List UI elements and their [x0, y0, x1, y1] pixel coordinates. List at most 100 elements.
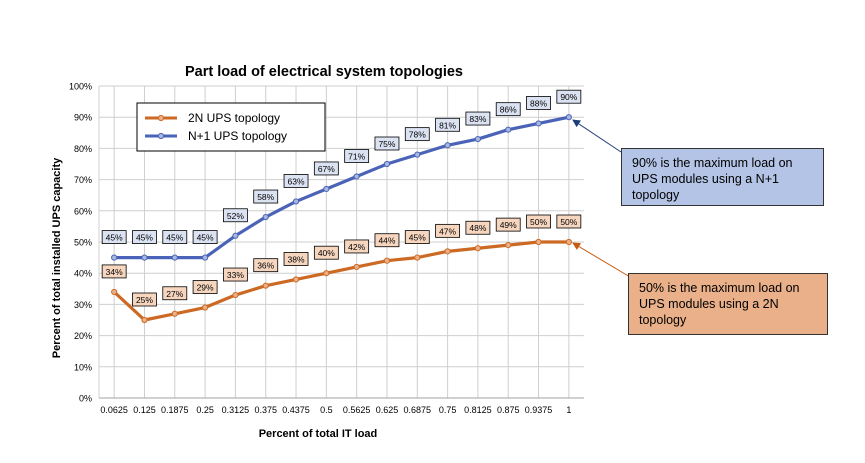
callout-arrow-n1: [572, 119, 622, 153]
data-point-2n: [171, 310, 178, 317]
callout-arrow-2n: [572, 242, 631, 278]
data-point-n1: [414, 151, 421, 158]
legend: 2N UPS topology N+1 UPS topology: [136, 102, 326, 152]
data-label-2n: 49%: [500, 220, 517, 230]
x-tick-label: 0.625: [376, 405, 399, 415]
y-tick-label: 30%: [74, 300, 92, 310]
data-label-box-2n: [374, 233, 400, 248]
data-label-n1: 78%: [409, 130, 426, 140]
data-point-2n: [232, 291, 239, 299]
data-label-box-n1: [344, 149, 370, 163]
data-label-2n: 27%: [166, 289, 183, 299]
data-label-box-n1: [192, 230, 218, 245]
data-label-box-n1: [283, 174, 309, 188]
x-tick-label: 0.1875: [161, 405, 189, 415]
y-axis-title: Percent of total installed UPS capacity: [51, 157, 63, 358]
data-label-n1: 45%: [136, 233, 153, 243]
x-axis-title: Percent of total IT load: [259, 428, 378, 440]
y-tick-label: 70%: [74, 175, 92, 185]
data-point-n1: [535, 120, 542, 127]
callout-2n-max: 50% is the maximum load on UPS modules u…: [628, 273, 828, 335]
data-label-box-n1: [495, 102, 521, 117]
data-label-box-2n: [344, 239, 370, 254]
y-tick-label: 10%: [74, 362, 92, 372]
data-label-2n: 45%: [409, 233, 426, 243]
data-label-n1: 58%: [257, 192, 274, 202]
data-point-2n: [383, 257, 391, 264]
data-label-box-2n: [495, 217, 521, 232]
y-tick-label: 50%: [74, 238, 92, 248]
x-tick-label: 1: [566, 405, 571, 415]
data-label-2n: 34%: [106, 267, 123, 277]
data-point-2n: [292, 276, 300, 283]
data-label-box-n1: [526, 96, 551, 110]
data-point-2n: [565, 238, 572, 246]
data-label-2n: 25%: [136, 295, 153, 305]
data-label-2n: 40%: [318, 248, 335, 258]
data-point-n1: [262, 213, 269, 221]
data-label-2n: 33%: [227, 270, 244, 280]
data-label-2n: 29%: [197, 283, 214, 293]
data-label-box-2n: [283, 252, 309, 266]
data-point-n1: [565, 114, 572, 121]
data-label-2n: 50%: [560, 217, 577, 227]
data-point-n1: [505, 126, 512, 133]
data-label-2n: 48%: [469, 223, 486, 233]
data-label-n1: 75%: [378, 139, 395, 149]
data-label-box-n1: [404, 127, 430, 142]
data-point-n1: [474, 135, 482, 143]
x-tick-label: 0.0625: [100, 405, 128, 415]
data-label-box-n1: [223, 208, 248, 223]
x-tick-label: 0.125: [133, 405, 156, 415]
data-label-2n: 44%: [378, 236, 395, 246]
data-point-2n: [474, 245, 482, 252]
data-label-box-2n: [223, 267, 248, 282]
data-label-n1: 90%: [560, 92, 577, 102]
legend-box: [136, 102, 326, 152]
data-label-box-2n: [556, 214, 582, 229]
data-label-n1: 71%: [348, 151, 365, 161]
y-tick-label: 40%: [74, 269, 92, 279]
data-label-box-2n: [192, 280, 218, 294]
axes: 0% 10% 20% 30% 40% 50% 60% 70% 80% 90% 100% 0.0625 0…: [69, 82, 584, 415]
data-label-box-n1: [132, 230, 157, 245]
data-label-2n: 38%: [288, 254, 305, 264]
y-tick-label: 100%: [69, 82, 92, 92]
data-label-n1: 52%: [227, 211, 244, 221]
x-tick-label: 0.4375: [282, 405, 310, 415]
data-label-2n: 50%: [530, 217, 547, 227]
x-tick-label: 0.375: [254, 405, 277, 415]
data-label-box-2n: [435, 223, 460, 238]
data-point-n1: [323, 185, 330, 193]
data-point-2n: [444, 248, 451, 255]
data-point-n1: [232, 232, 239, 239]
data-point-n1: [171, 254, 178, 261]
data-point-2n: [353, 263, 360, 271]
data-label-box-n1: [556, 89, 582, 104]
data-point-2n: [505, 242, 512, 249]
y-tick-label: 90%: [74, 113, 92, 123]
data-label-box-2n: [162, 286, 188, 301]
data-label-box-2n: [404, 230, 430, 245]
data-point-2n: [111, 288, 118, 296]
x-tick-label: 0.9375: [525, 405, 553, 415]
data-label-box-n1: [162, 230, 188, 245]
data-label-box-n1: [435, 117, 460, 132]
data-label-box-n1: [465, 111, 491, 126]
series-line-n1: [112, 115, 571, 260]
series-lines: [111, 114, 572, 324]
data-point-n1: [383, 160, 391, 168]
x-tick-label: 0.875: [497, 405, 520, 415]
data-label-box-2n: [313, 245, 339, 260]
data-point-n1: [353, 173, 360, 180]
data-label-2n: 36%: [257, 261, 274, 271]
data-label-box-n1: [313, 161, 339, 176]
data-label-box-2n: [526, 214, 551, 229]
data-point-2n: [414, 254, 421, 261]
data-label-n1: 88%: [530, 98, 547, 108]
data-label-box-n1: [253, 189, 279, 204]
x-tick-label: 0.5: [320, 405, 333, 415]
data-point-n1: [292, 198, 300, 205]
x-tick-label: 0.25: [196, 405, 214, 415]
data-point-2n: [201, 304, 209, 311]
